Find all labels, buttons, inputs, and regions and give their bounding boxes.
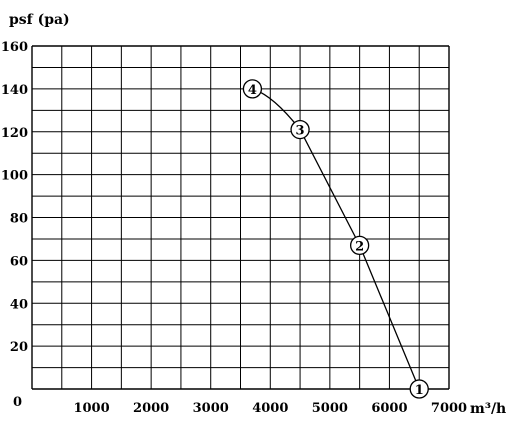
origin-label: 0 [13, 395, 22, 410]
y-tick-label: 20 [10, 340, 28, 355]
x-tick-label: 2000 [133, 401, 169, 416]
x-tick-label: 4000 [252, 401, 288, 416]
y-tick-label: 40 [10, 297, 28, 312]
y-tick-label: 140 [1, 83, 28, 98]
y-tick-label: 100 [1, 169, 28, 184]
data-point-marker [409, 379, 429, 399]
y-tick-label: 120 [1, 126, 28, 141]
x-tick-label: 3000 [193, 401, 229, 416]
y-tick-label: 80 [10, 212, 28, 227]
data-point-label: 1 [415, 383, 424, 398]
y-tick-label: 60 [10, 254, 28, 269]
data-point-marker [349, 235, 370, 256]
data-point-label: 2 [355, 239, 364, 254]
x-tick-label: 1000 [73, 401, 109, 416]
x-tick-label: 5000 [312, 401, 348, 416]
y-axis-label: psf (pa) [9, 12, 70, 28]
y-tick-labels: 20 40 60 80 100 120 140 160 [1, 40, 28, 355]
x-tick-label: 7000 [431, 401, 467, 416]
x-tick-label: 6000 [371, 401, 407, 416]
x-tick-labels: 0 1000 2000 3000 4000 5000 6000 7000 [13, 395, 467, 416]
data-point-marker [290, 119, 310, 140]
data-point-label: 4 [248, 83, 257, 98]
y-tick-label: 160 [1, 40, 28, 55]
point-markers: 4 3 2 1 [242, 79, 429, 399]
x-axis-label: m³/h [470, 401, 506, 417]
grid [31, 45, 450, 390]
data-point-label: 3 [296, 124, 305, 139]
data-point-marker [242, 79, 263, 99]
